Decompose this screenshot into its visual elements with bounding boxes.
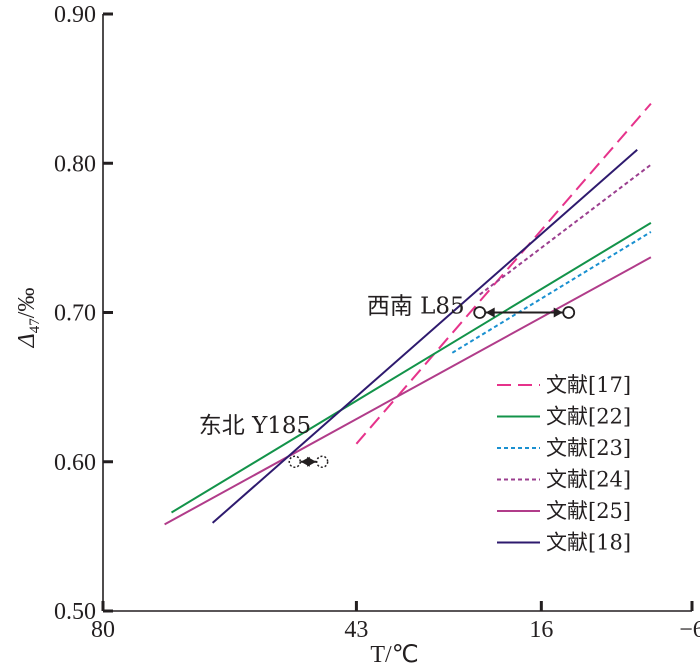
x-tick-label: −6 <box>679 617 700 643</box>
annotation-label: 西南 L85 <box>367 294 465 320</box>
y-tick-label: 0.90 <box>54 2 96 28</box>
legend-label: 文献[17] <box>546 373 631 397</box>
legend: 文献[17] 文献[22] 文献[23] 文献[24] 文献[25] 文献[18] <box>497 373 631 555</box>
legend-label: 文献[22] <box>546 405 631 429</box>
y-tick-label: 0.60 <box>54 450 96 476</box>
legend-label: 文献[18] <box>546 531 631 555</box>
annotation-marker <box>562 306 576 319</box>
series-line <box>355 102 652 445</box>
x-tick-label: 43 <box>344 617 368 643</box>
annotation-marker <box>315 455 329 468</box>
legend-label: 文献[24] <box>546 468 631 492</box>
y-tick-label: 0.70 <box>54 301 96 327</box>
x-axis-title: T/℃ <box>370 642 418 666</box>
annotation-marker <box>473 306 487 319</box>
annotation-marker <box>288 455 302 468</box>
legend-label: 文献[25] <box>546 499 631 523</box>
series-line <box>170 222 652 514</box>
legend-label: 文献[23] <box>546 436 631 460</box>
arrowhead-right <box>553 307 563 318</box>
arrowhead-right <box>307 456 317 467</box>
y-tick-label: 0.80 <box>54 151 96 177</box>
series-line <box>479 163 652 296</box>
annotations: 西南 L85 东北 Y185 <box>199 294 576 468</box>
x-tick-label: 16 <box>529 617 553 643</box>
series-line <box>164 256 652 526</box>
y-tick-label: 0.50 <box>54 599 96 625</box>
annotation-label: 东北 Y185 <box>199 413 311 439</box>
axes: 0.50 0.60 0.70 0.80 0.90 80 43 16 −6 T/℃ Δ47/‰ <box>14 2 700 666</box>
series-lines <box>164 102 652 526</box>
series-line <box>211 149 638 524</box>
arrowhead-left <box>485 307 495 318</box>
y-axis-title: Δ47/‰ <box>14 288 43 349</box>
series-line <box>451 231 652 354</box>
x-tick-label: 80 <box>91 617 115 643</box>
